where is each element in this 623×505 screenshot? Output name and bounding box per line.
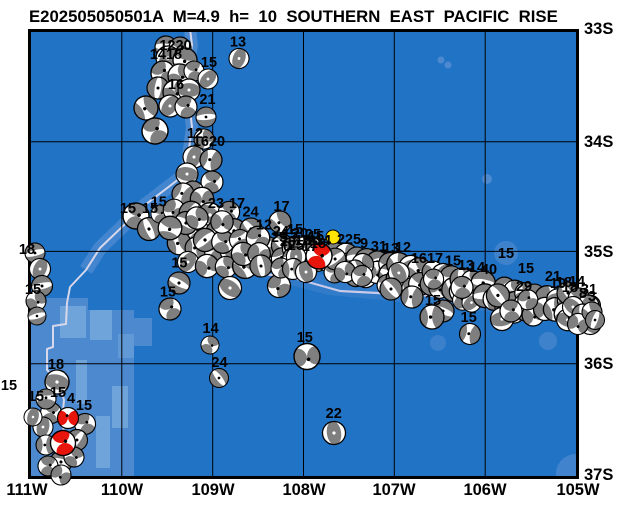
svg-text:15: 15	[518, 261, 534, 277]
svg-text:24: 24	[273, 224, 289, 240]
svg-text:17: 17	[302, 239, 318, 255]
svg-text:24: 24	[243, 205, 259, 221]
svg-text:14: 14	[315, 233, 331, 249]
svg-text:12: 12	[300, 233, 316, 249]
svg-text:22: 22	[326, 406, 342, 422]
svg-text:15: 15	[151, 194, 167, 210]
svg-text:15: 15	[25, 282, 41, 298]
svg-text:14: 14	[569, 274, 585, 290]
svg-text:8: 8	[579, 286, 587, 302]
svg-text:3: 3	[588, 289, 596, 305]
svg-text:15: 15	[461, 310, 477, 326]
svg-text:13: 13	[230, 35, 246, 51]
svg-text:15: 15	[120, 201, 136, 217]
svg-text:21: 21	[199, 92, 215, 108]
svg-text:18: 18	[19, 242, 35, 258]
svg-text:1220: 1220	[159, 38, 191, 54]
svg-text:21: 21	[545, 269, 561, 285]
svg-text:15: 15	[171, 256, 187, 272]
svg-text:15: 15	[445, 254, 461, 270]
svg-text:2: 2	[337, 232, 345, 248]
svg-text:18: 18	[295, 233, 311, 249]
svg-text:18: 18	[556, 275, 572, 291]
svg-text:13: 13	[458, 258, 474, 274]
svg-text:1418: 1418	[150, 47, 182, 63]
svg-text:15: 15	[287, 222, 303, 238]
svg-text:15: 15	[425, 293, 441, 309]
svg-text:15: 15	[1, 378, 17, 394]
svg-text:15: 15	[201, 55, 217, 71]
svg-text:15: 15	[160, 285, 176, 301]
svg-text:4: 4	[67, 391, 75, 407]
svg-text:15: 15	[282, 227, 298, 243]
svg-text:12: 12	[395, 240, 411, 256]
svg-text:23: 23	[208, 196, 224, 212]
svg-text:13: 13	[383, 241, 399, 257]
svg-text:20: 20	[292, 226, 308, 242]
svg-text:25: 25	[271, 230, 287, 246]
svg-text:1620: 1620	[193, 134, 225, 150]
svg-text:15: 15	[297, 330, 313, 346]
svg-text:14: 14	[203, 321, 219, 337]
svg-text:17: 17	[273, 199, 289, 215]
svg-text:0: 0	[283, 239, 291, 255]
svg-text:40: 40	[481, 262, 497, 278]
svg-text:16: 16	[168, 77, 184, 93]
svg-text:25: 25	[345, 232, 361, 248]
svg-text:15: 15	[308, 229, 324, 245]
svg-text:18: 18	[310, 236, 326, 252]
svg-text:18: 18	[48, 357, 64, 373]
svg-text:1617: 1617	[411, 251, 443, 267]
svg-text:15: 15	[142, 201, 158, 217]
svg-text:31: 31	[581, 282, 597, 298]
svg-text:15: 15	[28, 389, 44, 405]
svg-text:9: 9	[360, 236, 368, 252]
svg-text:12: 12	[256, 217, 272, 233]
svg-text:17: 17	[229, 196, 245, 212]
svg-text:19: 19	[550, 276, 566, 292]
svg-text:24: 24	[211, 355, 227, 371]
svg-text:20: 20	[280, 234, 296, 250]
svg-text:29: 29	[516, 279, 532, 295]
svg-text:31: 31	[371, 239, 387, 255]
svg-text:25: 25	[288, 238, 304, 254]
svg-text:15: 15	[498, 246, 514, 262]
svg-text:14: 14	[469, 260, 485, 276]
svg-text:15: 15	[50, 385, 66, 401]
svg-text:25: 25	[305, 227, 321, 243]
svg-text:12: 12	[187, 126, 203, 142]
svg-text:18: 18	[562, 280, 578, 296]
svg-text:15: 15	[76, 398, 92, 414]
